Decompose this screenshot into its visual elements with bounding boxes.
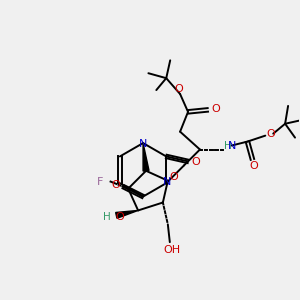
Text: O: O bbox=[212, 104, 220, 114]
Polygon shape bbox=[143, 143, 149, 171]
Text: N: N bbox=[228, 140, 236, 151]
Text: H: H bbox=[103, 212, 110, 222]
Text: H: H bbox=[224, 140, 231, 151]
Text: F: F bbox=[97, 177, 104, 187]
Text: OH: OH bbox=[163, 245, 180, 255]
Text: O: O bbox=[266, 129, 274, 139]
Text: O: O bbox=[249, 161, 258, 171]
Polygon shape bbox=[116, 210, 138, 218]
Text: N: N bbox=[163, 177, 171, 187]
Text: O: O bbox=[111, 180, 120, 190]
Text: O: O bbox=[175, 84, 184, 94]
Text: O: O bbox=[192, 158, 200, 167]
Text: O: O bbox=[169, 172, 178, 182]
Text: O: O bbox=[115, 212, 124, 222]
Text: N: N bbox=[139, 139, 147, 149]
